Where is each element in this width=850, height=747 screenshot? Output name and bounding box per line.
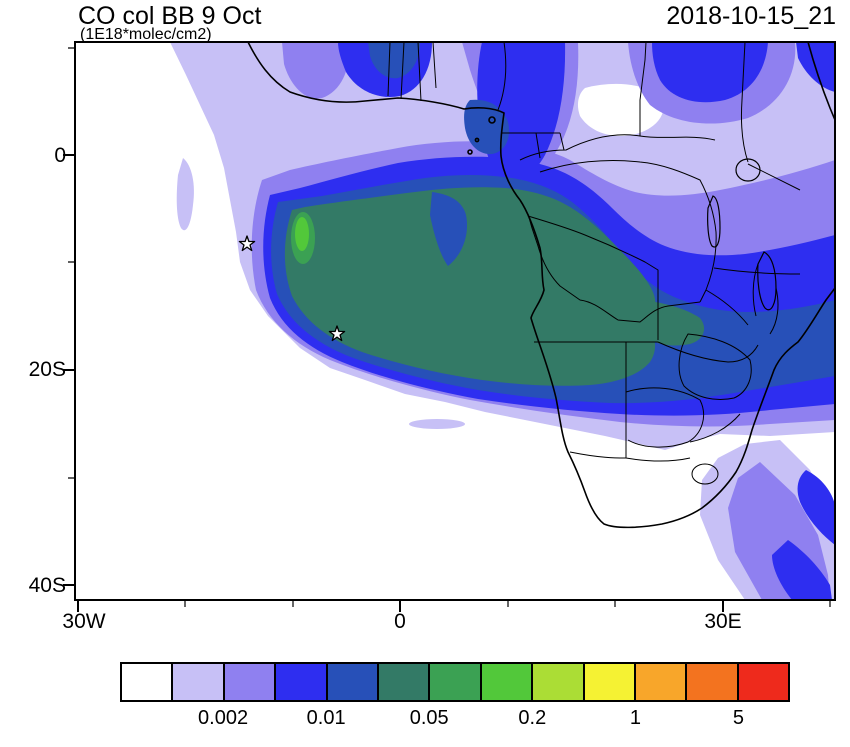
y-axis-minor-ticks: [68, 47, 75, 479]
colorbar-cell: [687, 664, 739, 700]
colorbar-tick-label: 1: [629, 707, 641, 729]
colorbar-cell: [738, 664, 789, 700]
country-borders: [387, 42, 801, 485]
colorbar-cell: [533, 664, 585, 700]
colorbar-cell: [327, 664, 379, 700]
units-subtitle: (1E18*molec/cm2): [80, 26, 212, 43]
contour-white-gap: [577, 83, 664, 136]
colorbar-cell: [276, 664, 328, 700]
page-title: CO col BB 9 Oct: [78, 2, 262, 30]
x-tick-label-0: 0: [394, 610, 406, 633]
colorbar-cell: [378, 664, 431, 700]
colorbar: [120, 662, 790, 702]
star-markers: [238, 235, 346, 342]
lake-malawi: [757, 251, 777, 311]
colorbar-cell: [430, 664, 482, 700]
colorbar-cell: [122, 664, 174, 700]
colorbar-tick-label: 0.002: [198, 707, 249, 729]
y-tick-label-20s: 20S: [28, 358, 66, 381]
colorbar-cell: [481, 664, 534, 700]
colorbar-tick-label: 0.01: [306, 707, 346, 729]
lake-tanganyika: [707, 195, 721, 248]
y-axis-ticks: [63, 154, 75, 586]
colorbar-tick-label: 0.05: [409, 707, 449, 729]
coastline: [247, 42, 835, 529]
colorbar-cell: [584, 664, 636, 700]
star-marker-2: [328, 325, 346, 342]
timestamp-label: 2018-10-15_21: [666, 2, 836, 30]
colorbar-tick-label: 5: [732, 707, 745, 729]
y-tick-label-40s: 40S: [28, 574, 66, 597]
colorbar-cell: [173, 664, 225, 700]
x-axis-ticks: [77, 600, 724, 612]
contour-hotspot-core: [295, 217, 309, 251]
colorbar-labels: 0.002 0.01 0.05 0.2 1 5: [120, 707, 790, 733]
x-axis-minor-ticks: [184, 600, 831, 607]
colorbar-cell: [635, 664, 688, 700]
contour-detail-wedge: [430, 192, 468, 266]
lakes: [707, 158, 777, 311]
colorbar-tick-label: 0.2: [518, 707, 547, 729]
x-tick-label-30e: 30E: [704, 610, 742, 633]
colorbar-cell: [224, 664, 277, 700]
x-tick-label-30w: 30W: [62, 610, 106, 633]
star-marker-1: [238, 235, 256, 252]
y-tick-label-0: 0: [54, 144, 66, 167]
map-plot-svg: [63, 41, 836, 612]
lake-victoria: [735, 158, 761, 182]
plot-border: [74, 41, 836, 601]
